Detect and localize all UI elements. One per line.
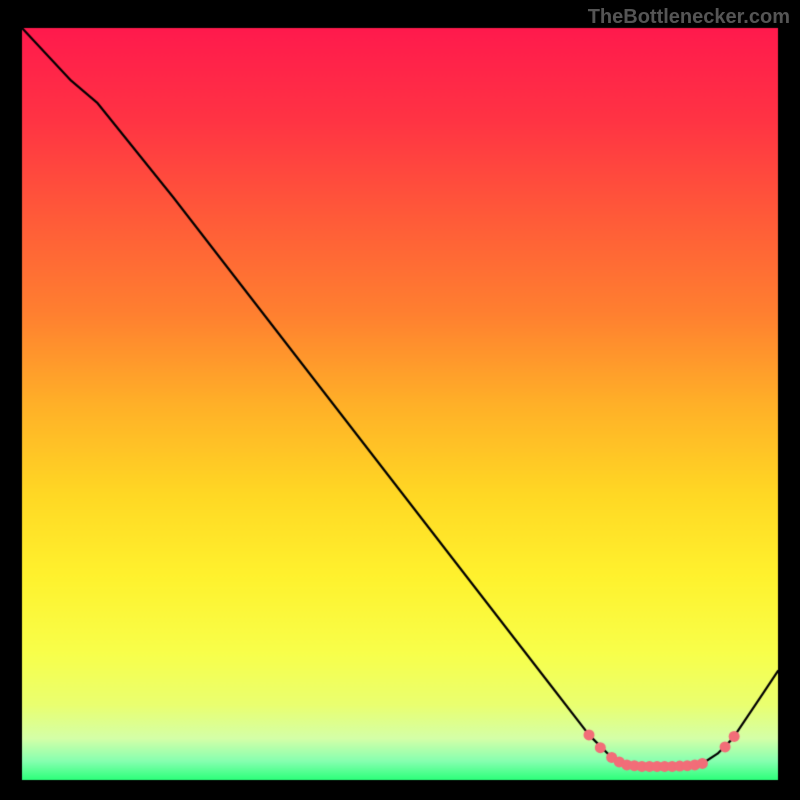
bottleneck-chart <box>0 0 800 800</box>
attribution-label: TheBottlenecker.com <box>588 6 790 29</box>
